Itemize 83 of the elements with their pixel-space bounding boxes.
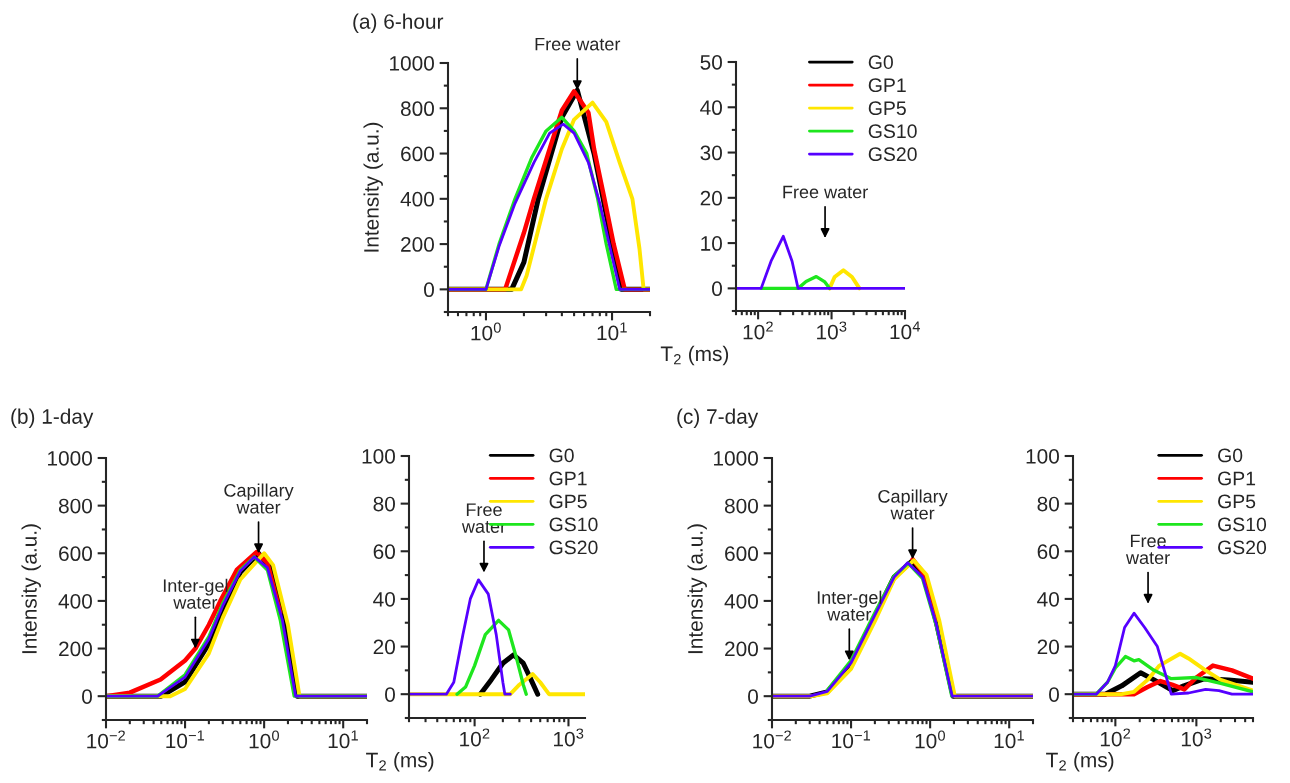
y-tick-label: 50 (700, 55, 722, 70)
x-tick-label: 10$^{0}$ (471, 322, 501, 341)
y-tick-label: 0 (712, 281, 722, 297)
legend-label: GP1 (549, 471, 587, 486)
y-tick-label: 20 (373, 639, 395, 655)
legend-label: GP5 (549, 494, 587, 509)
y-tick-label: 60 (373, 544, 395, 560)
x-axis-title: T$_{2}$ (ms) (366, 752, 434, 772)
x-tick-label: 10$^{4}$ (890, 321, 921, 340)
x-tick-label: 10$^{3}$ (1181, 728, 1212, 747)
y-tick-label: 1000 (48, 451, 92, 466)
y-tick-label: 30 (700, 145, 722, 161)
y-tick-label: 800 (58, 498, 92, 514)
y-tick-label: 0 (1049, 687, 1059, 702)
y-tick-label: 40 (700, 100, 722, 116)
x-axis-title: T$_{2}$ (ms) (660, 345, 729, 366)
y-tick-label: 40 (373, 591, 395, 607)
legend-label: GS20 (868, 147, 917, 162)
annotation: Capillary water (878, 489, 948, 520)
y-tick-label: 1000 (714, 451, 758, 466)
legend-label: GP5 (868, 101, 906, 116)
y-axis-title: Intensity (a.u.) (687, 524, 707, 654)
annotation: Capillary water (224, 483, 294, 514)
y-tick-label: 10 (701, 236, 722, 251)
y-tick-label: 20 (700, 190, 722, 206)
legend-label: GP1 (1218, 471, 1256, 486)
x-tick-label: 10$^{−1}$ (166, 730, 205, 749)
annotation: Free water (1125, 534, 1170, 565)
y-tick-label: 200 (59, 641, 92, 657)
x-tick-label: 10$^{−2}$ (753, 730, 791, 749)
x-tick-label: 10$^{0}$ (915, 730, 945, 749)
y-tick-label: 80 (373, 496, 395, 512)
legend-label: G0 (1218, 448, 1243, 463)
x-tick-label: 10$^{0}$ (249, 730, 279, 749)
y-tick-label: 400 (58, 593, 92, 609)
legend-label: G0 (868, 55, 893, 70)
x-tick-label: 10$^{2}$ (460, 728, 490, 747)
x-axis-title: T$_{2}$ (ms) (1046, 752, 1114, 772)
chart-title: (c) 7-day (677, 408, 759, 428)
x-tick-label: 10$^{1}$ (328, 730, 358, 749)
legend-label: G0 (549, 448, 574, 463)
y-tick-label: 0 (82, 689, 92, 704)
y-axis-title: Intensity (a.u.) (363, 122, 383, 252)
y-axis-title: Intensity (a.u.) (21, 524, 41, 654)
y-tick-label: 0 (424, 282, 434, 298)
x-tick-label: 10$^{−1}$ (832, 730, 871, 749)
legend-label: GS10 (549, 517, 598, 532)
legend-label: GS20 (1218, 540, 1267, 555)
y-tick-label: 20 (1037, 639, 1059, 655)
y-tick-label: 100 (1026, 449, 1059, 464)
y-tick-label: 200 (401, 237, 434, 252)
x-tick-label: 10$^{3}$ (817, 321, 847, 340)
chart-title: (b) 1-day (11, 408, 94, 428)
chart-title: (a) 6-hour (353, 13, 444, 33)
y-tick-label: 800 (400, 101, 434, 117)
y-tick-label: 0 (385, 687, 395, 702)
y-tick-label: 1000 (390, 56, 434, 71)
annotation: Free water (783, 185, 868, 199)
annotation: Free water (535, 37, 621, 51)
legend-label: GP5 (1218, 494, 1256, 509)
x-tick-label: 10$^{2}$ (1100, 728, 1131, 747)
legend-label: GS20 (549, 540, 598, 555)
y-tick-label: 200 (725, 641, 758, 657)
y-tick-label: 40 (1037, 591, 1059, 607)
legend-label: GP1 (868, 78, 906, 93)
y-tick-label: 0 (748, 689, 758, 704)
y-tick-label: 400 (400, 191, 434, 207)
y-tick-label: 600 (725, 546, 758, 562)
annotation: Inter-gel water (817, 590, 882, 621)
y-tick-label: 100 (362, 449, 395, 464)
legend-label: GS10 (1218, 517, 1267, 532)
x-tick-label: 10$^{1}$ (994, 730, 1024, 749)
x-tick-label: 10$^{1}$ (597, 322, 627, 341)
y-tick-label: 400 (724, 593, 758, 609)
y-tick-label: 60 (1037, 544, 1059, 560)
y-tick-label: 600 (59, 546, 92, 562)
x-tick-label: 10$^{3}$ (554, 728, 584, 747)
y-tick-label: 80 (1037, 496, 1059, 512)
legend-label: GS10 (868, 124, 917, 139)
x-tick-label: 10$^{−2}$ (87, 730, 125, 749)
y-tick-label: 600 (401, 146, 434, 162)
y-tick-label: 800 (724, 498, 758, 514)
x-tick-label: 10$^{2}$ (743, 321, 773, 340)
